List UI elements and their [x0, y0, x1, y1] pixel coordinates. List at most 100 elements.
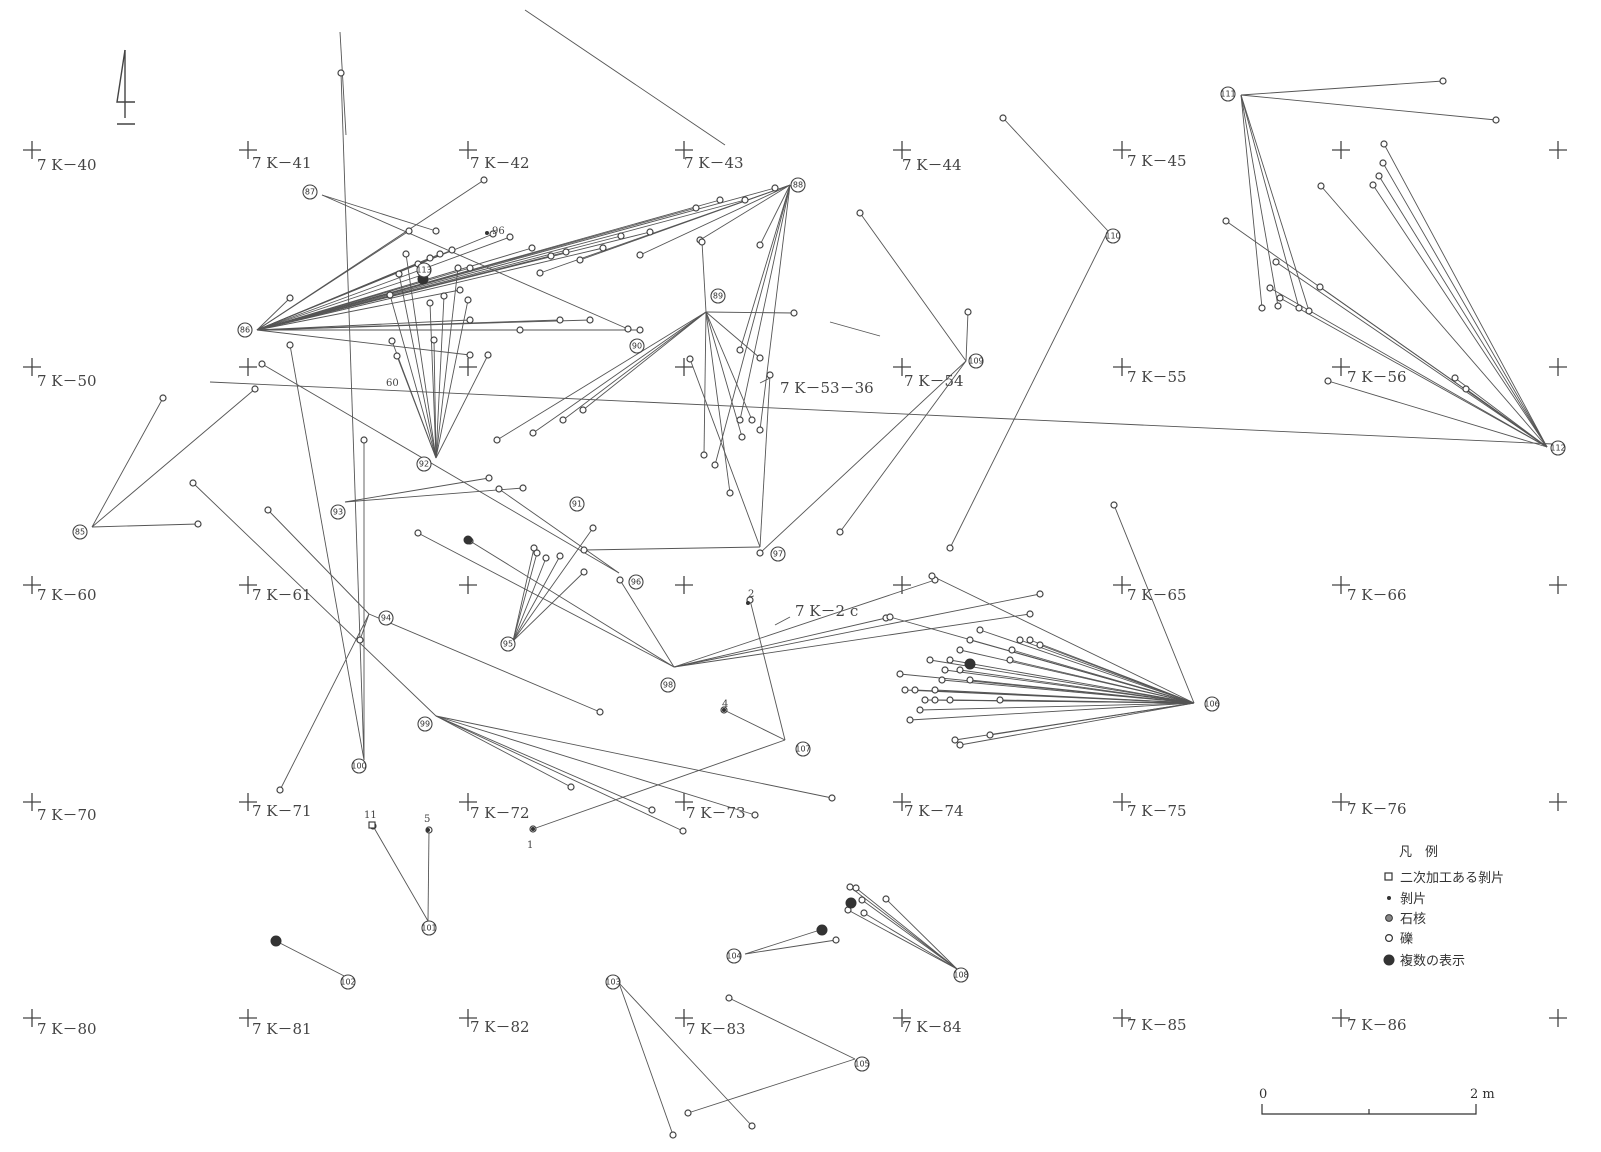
hub-96: 96 — [628, 574, 644, 590]
pebble-point — [906, 716, 914, 724]
pebble-point — [1272, 258, 1280, 266]
pebble-point — [756, 426, 764, 434]
pebble-point — [1379, 159, 1387, 167]
pebble-point — [1016, 636, 1024, 644]
grid-label-k61: 7 K－61 — [252, 586, 312, 604]
pebble-point — [251, 385, 259, 393]
refit-line — [368, 613, 601, 713]
grid-cross-icon — [1549, 358, 1567, 376]
pebble-point — [194, 520, 202, 528]
pebble-point — [648, 806, 656, 814]
pebble-point — [562, 248, 570, 256]
refit-line — [904, 689, 1195, 704]
refit-line — [863, 912, 958, 970]
pebble-point — [264, 506, 272, 514]
refit-line — [429, 302, 437, 459]
pebble-point — [716, 196, 724, 204]
annotation-5: 5 — [424, 814, 430, 825]
pebble-point — [388, 337, 396, 345]
pebble-point — [921, 696, 929, 704]
pebble-point — [931, 686, 939, 694]
grid-label-k60: 7 K－60 — [37, 586, 97, 604]
grid-cross-icon — [1113, 358, 1131, 376]
grid-cross-icon — [23, 576, 41, 594]
pebble-point — [828, 794, 836, 802]
pebble-point — [946, 696, 954, 704]
hub-100: 100 — [351, 758, 367, 774]
pebble-point — [432, 227, 440, 235]
pebble-point — [956, 646, 964, 654]
refit-line — [256, 187, 776, 331]
pebble-point — [711, 461, 719, 469]
legend-pebble: 礫 — [1400, 931, 1413, 947]
legend-flake: 剝片 — [1400, 892, 1426, 907]
refit-line — [256, 236, 511, 331]
pebble-point — [725, 994, 733, 1002]
grid-cross-icon — [1549, 793, 1567, 811]
refit-line — [931, 575, 1195, 704]
refit-line — [699, 184, 791, 241]
refit-line — [512, 557, 547, 642]
refit-line — [532, 739, 786, 830]
pebble-point — [646, 228, 654, 236]
refit-line — [759, 184, 791, 246]
scale-zero: 0 — [1259, 1087, 1267, 1102]
pebble-point — [858, 896, 866, 904]
hub-108: 108 — [953, 967, 969, 983]
flake-marker — [531, 827, 535, 831]
grid-cross-icon — [675, 793, 693, 811]
svg-text:89: 89 — [713, 292, 723, 301]
pebble-point — [1266, 284, 1274, 292]
pebble-point — [966, 676, 974, 684]
pebble-point — [395, 270, 403, 278]
refit-line — [344, 487, 524, 503]
refit-line — [512, 527, 594, 642]
pebble-point — [530, 544, 538, 552]
refit-line — [705, 311, 731, 494]
pebble-point — [528, 244, 536, 252]
pebble-point — [1317, 182, 1325, 190]
pebble-point — [480, 176, 488, 184]
hub-111: 111 — [1220, 86, 1236, 102]
svg-text:109: 109 — [968, 357, 983, 366]
multiple-marker — [845, 897, 857, 909]
refit-line — [1319, 286, 1548, 448]
grid-label-k66: 7 K－66 — [1347, 586, 1407, 604]
grid-label-k75: 7 K－75 — [1127, 802, 1187, 820]
refit-line — [723, 709, 786, 741]
refit-line — [435, 267, 459, 459]
refit-line — [744, 929, 821, 955]
hub-92: 92 — [416, 456, 432, 472]
refit-line — [256, 235, 622, 331]
pebble-point — [189, 479, 197, 487]
pebble-point — [946, 544, 954, 552]
refit-line — [1378, 175, 1548, 448]
refit-line — [496, 311, 707, 441]
grid-cross-icon — [459, 1009, 477, 1027]
pebble-point — [547, 252, 555, 260]
refit-line — [579, 184, 791, 261]
pebble-point — [852, 884, 860, 892]
pebble-point — [771, 184, 779, 192]
svg-text:97: 97 — [773, 550, 783, 559]
flake-icon — [1387, 896, 1391, 900]
pebble-point — [836, 528, 844, 536]
grid-label-k45: 7 K－45 — [1127, 152, 1187, 170]
refit-line — [279, 613, 370, 791]
grid-cross-icon — [675, 1009, 693, 1027]
grid-cross-icon — [459, 358, 477, 376]
svg-text:94: 94 — [381, 614, 391, 623]
refit-line — [1275, 261, 1548, 448]
annotation-7k-2c: 7 K－2 c — [795, 602, 858, 620]
pebble-point — [516, 326, 524, 334]
flake-marker — [746, 601, 750, 605]
hub-97: 97 — [770, 546, 786, 562]
grid-label-k56: 7 K－56 — [1347, 368, 1407, 386]
pebble-point — [426, 299, 434, 307]
refit-line — [859, 212, 967, 362]
refit-line — [433, 339, 437, 459]
artefact-points — [159, 69, 1500, 1139]
refit-line — [989, 702, 1195, 736]
refit-line — [949, 230, 1109, 549]
